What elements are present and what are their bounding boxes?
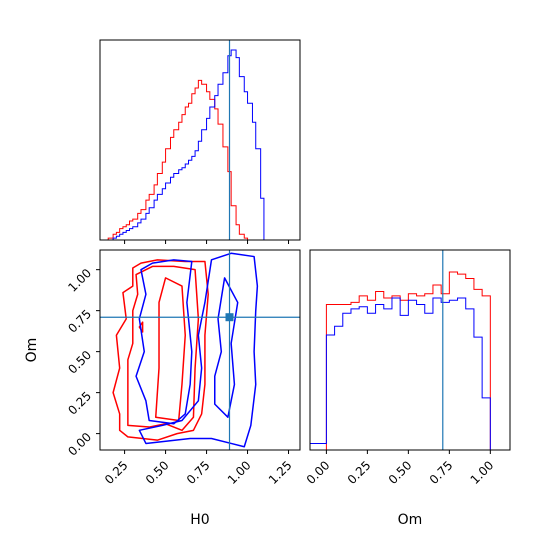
contour-outer-4: [138, 252, 259, 448]
h0-hist-series-1: [100, 49, 273, 240]
y-axis-label-om: Om: [24, 338, 40, 363]
om-histogram-lines: [310, 271, 499, 450]
om-hist-series-0: [310, 271, 499, 450]
om-hist-x-tick-label-1: 0.25: [345, 458, 374, 487]
contour-lines: [112, 252, 259, 448]
h0-histogram-lines: [100, 49, 273, 240]
om-hist-x-tick-label-4: 1.00: [468, 458, 497, 487]
contour-core-6: [214, 277, 239, 418]
contour-y-tick-label-4: 1.00: [65, 266, 94, 295]
x-axis-label-om: Om: [398, 512, 423, 528]
om-hist-frame: [309, 249, 511, 451]
contour-core-2: [154, 277, 186, 422]
h0-hist-series-0: [100, 79, 273, 240]
contour-x-tick-label-4: 1.25: [266, 458, 295, 487]
h0-histogram-panel: [99, 39, 301, 244]
contour-y-tick-label-2: 0.50: [65, 348, 94, 377]
contour-x-tick-label-1: 0.50: [143, 458, 172, 487]
contour-y-tick-label-0: 0.00: [65, 430, 94, 459]
om-hist-x-tick-label-2: 0.50: [386, 458, 415, 487]
contour-inner-1: [127, 265, 200, 432]
contour-x-tick-label-2: 0.75: [184, 458, 213, 487]
contour-y-tick-label-1: 0.25: [65, 389, 94, 418]
contour-x-tick-label-0: 0.25: [102, 458, 131, 487]
truth-marker: [225, 313, 234, 322]
om-hist-x-tick-label-3: 0.75: [427, 458, 456, 487]
contour-y-tick-label-3: 0.75: [65, 307, 94, 336]
om-hist-x-tick-label-0: 0.00: [304, 458, 333, 487]
om-histogram-panel: 0.00 0.25 0.50 0.75 1.00: [304, 249, 511, 487]
om-hist-series-1: [310, 297, 499, 450]
h0-om-contour-panel: 0.25 0.50 0.75 1.00 1.25 0.00 0.25 0.50 0.75 1.00: [65, 249, 301, 487]
contour-x-tick-label-3: 1.00: [225, 458, 254, 487]
contour-inner-5: [135, 259, 193, 425]
h0-hist-frame: [99, 39, 301, 241]
x-axis-label-h0: H0: [190, 512, 209, 528]
contour-frame: [99, 249, 301, 451]
